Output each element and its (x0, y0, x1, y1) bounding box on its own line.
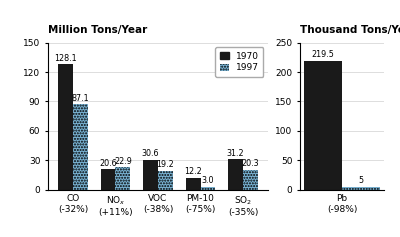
Legend: 1970, 1997: 1970, 1997 (215, 47, 264, 77)
Text: 5: 5 (358, 176, 364, 185)
Text: 12.2: 12.2 (184, 167, 202, 176)
Text: 20.6: 20.6 (99, 159, 117, 168)
Text: 22.9: 22.9 (114, 157, 132, 166)
Bar (243, 170, 258, 190)
Bar (186, 178, 200, 190)
Bar (200, 187, 216, 190)
Text: Thousand Tons/Year: Thousand Tons/Year (300, 25, 400, 35)
Bar (158, 171, 173, 190)
Bar (143, 160, 158, 190)
Bar (58, 64, 73, 190)
Text: 31.2: 31.2 (227, 149, 244, 158)
Text: 30.6: 30.6 (142, 149, 159, 158)
Text: 20.3: 20.3 (242, 159, 259, 168)
Bar (304, 61, 342, 190)
Text: Million Tons/Year: Million Tons/Year (48, 25, 147, 35)
Text: 3.0: 3.0 (202, 176, 214, 185)
Text: 19.2: 19.2 (156, 160, 174, 169)
Bar (342, 187, 380, 190)
Bar (116, 167, 130, 190)
Text: 87.1: 87.1 (72, 94, 89, 103)
Bar (100, 169, 116, 190)
Text: 128.1: 128.1 (54, 54, 77, 63)
Bar (73, 104, 88, 190)
Bar (228, 159, 243, 190)
Text: 219.5: 219.5 (312, 50, 334, 59)
